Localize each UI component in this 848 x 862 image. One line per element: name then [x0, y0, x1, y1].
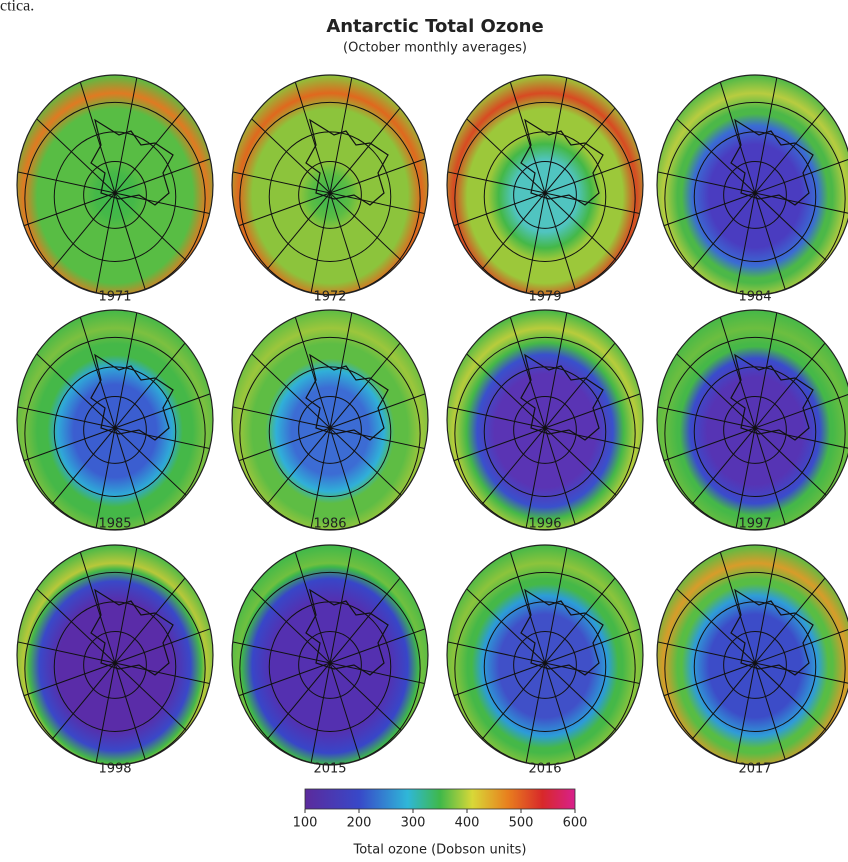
colorbar-tick-label: 100 [293, 816, 318, 831]
colorbar-tick-label: 200 [347, 816, 372, 831]
map-year: 1972 [313, 290, 346, 305]
map-year: 1986 [313, 517, 346, 532]
map-year: 2015 [313, 762, 346, 777]
ozone-map [232, 545, 428, 765]
ozone-map [17, 545, 213, 765]
colorbar [304, 788, 576, 810]
colorbar-tick-label: 500 [509, 816, 534, 831]
colorbar-tick-label: 400 [455, 816, 480, 831]
map-year: 1998 [98, 762, 131, 777]
maps: 1971 1972 1979 1984 1985 1986 1996 1997 1998 2015… [16, 74, 848, 777]
map-year: 1984 [738, 290, 771, 305]
title: Antarctic Total Ozone [326, 16, 543, 37]
ozone-map [657, 75, 848, 295]
map-year: 1985 [98, 517, 131, 532]
ozone-map [657, 310, 848, 530]
ozone-map [17, 310, 213, 530]
map-year: 2016 [528, 762, 561, 777]
map-year: 1996 [528, 517, 561, 532]
ozone-map [447, 75, 643, 295]
colorbar-label: Total ozone (Dobson units) [352, 843, 526, 858]
subtitle: (October monthly averages) [343, 41, 527, 56]
ozone-map [657, 545, 848, 765]
cropped-text: ctica. [0, 0, 34, 15]
map-year: 2017 [738, 762, 771, 777]
map-year: 1971 [98, 290, 131, 305]
colorbar-tick-label: 600 [563, 816, 588, 831]
ozone-map [17, 75, 213, 295]
colorbar-tick-label: 300 [401, 816, 426, 831]
map-year: 1979 [528, 290, 561, 305]
map-year: 1997 [738, 517, 771, 532]
